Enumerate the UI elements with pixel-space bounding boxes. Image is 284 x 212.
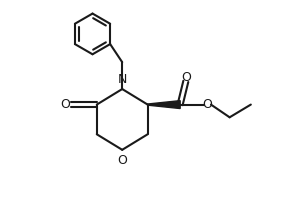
Polygon shape <box>148 101 180 109</box>
Text: N: N <box>118 73 127 86</box>
Text: O: O <box>61 98 71 111</box>
Text: O: O <box>117 154 127 167</box>
Text: O: O <box>181 71 191 84</box>
Text: O: O <box>202 98 212 111</box>
